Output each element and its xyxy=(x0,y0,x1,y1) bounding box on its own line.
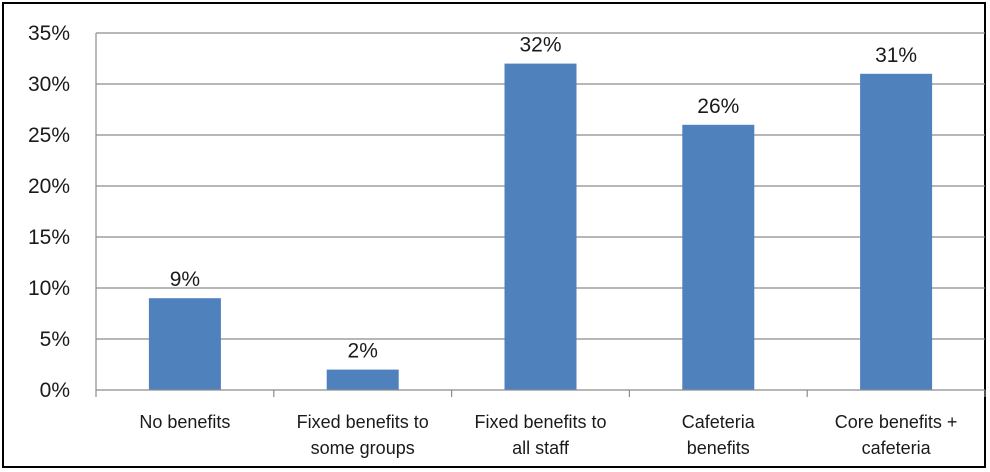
x-category-label: Fixed benefits to some groups xyxy=(297,412,429,458)
bars xyxy=(148,63,933,391)
data-label: 32% xyxy=(519,34,561,57)
data-label: 31% xyxy=(875,44,917,67)
x-category-label: Core benefits + cafeteria xyxy=(835,412,958,458)
y-tick-label: 10% xyxy=(28,277,70,300)
data-label: 2% xyxy=(348,340,378,363)
y-tick-label: 5% xyxy=(40,328,70,351)
y-tick-label: 30% xyxy=(28,73,70,96)
y-tick-label: 35% xyxy=(28,22,70,45)
x-axis-category-labels: No benefits Fixed benefits to some groups F… xyxy=(139,412,957,458)
y-tick-label: 20% xyxy=(28,175,70,198)
y-tick-label: 25% xyxy=(28,124,70,147)
data-labels: 9% 2% 32% 26% 31% xyxy=(170,34,917,363)
bar xyxy=(860,73,933,391)
y-tick-label: 0% xyxy=(40,379,70,402)
bar xyxy=(326,369,399,390)
y-axis-ticks: 0% 5% 10% 15% 20% 25% 30% 35% xyxy=(28,22,70,402)
y-tick-label: 15% xyxy=(28,226,70,249)
x-category-label: No benefits xyxy=(139,412,230,432)
bar xyxy=(504,63,577,390)
bar xyxy=(682,124,755,391)
data-label: 26% xyxy=(697,95,739,118)
x-axis xyxy=(95,33,986,397)
bar xyxy=(148,298,221,390)
x-category-label: Fixed benefits to all staff xyxy=(474,412,606,458)
data-label: 9% xyxy=(170,268,200,291)
x-category-label: Cafeteria benefits xyxy=(682,412,756,458)
